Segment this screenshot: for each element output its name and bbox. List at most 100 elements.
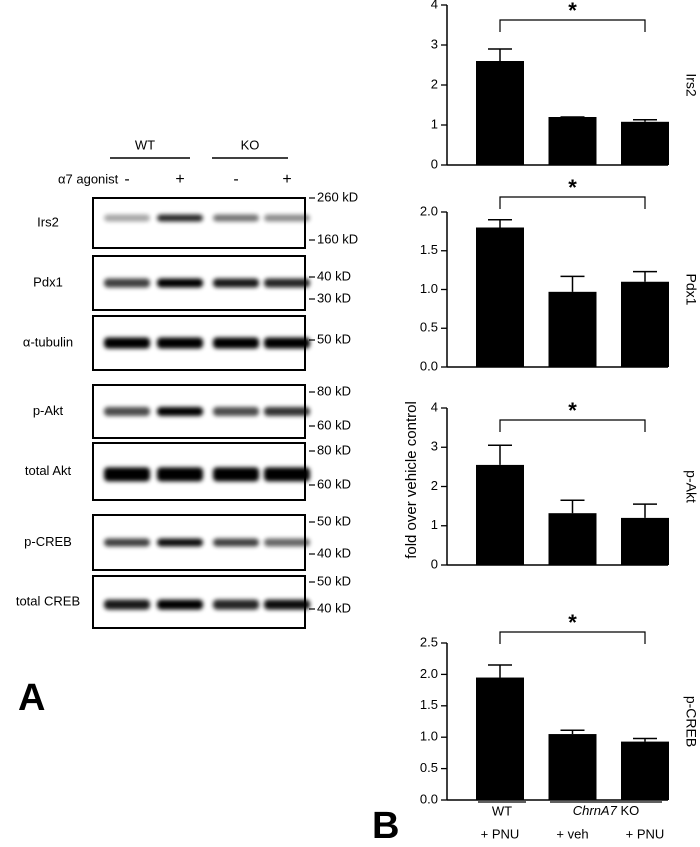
blot-band xyxy=(213,214,259,222)
bar xyxy=(476,464,524,565)
blot-band xyxy=(104,407,150,416)
y-tick-label: 1.0 xyxy=(420,729,438,744)
blot-band xyxy=(213,467,259,482)
error-bar xyxy=(488,219,512,228)
gene-name: ChrnA7 xyxy=(573,803,618,818)
series-label: p-CREB xyxy=(683,696,699,747)
y-tick-label: 2 xyxy=(431,478,438,493)
treatment-sign: + xyxy=(282,171,291,188)
blot-label: p-Akt xyxy=(33,403,64,418)
blot-band xyxy=(104,538,150,547)
blot-band xyxy=(213,337,259,349)
blot-band xyxy=(157,467,203,482)
marker-label: 80 kD xyxy=(317,442,351,457)
y-tick-label: 2.0 xyxy=(420,666,438,681)
y-tick-label: 1 xyxy=(431,517,438,532)
blot-band xyxy=(157,538,203,547)
blot-band xyxy=(213,278,259,288)
y-tick-label: 2.5 xyxy=(420,634,438,649)
blot-band xyxy=(264,278,310,288)
x-tick-label: + PNU xyxy=(481,826,520,841)
marker-label: 50 kD xyxy=(317,513,351,528)
marker-label: 60 kD xyxy=(317,417,351,432)
marker-label: 50 kD xyxy=(317,573,351,588)
y-tick-label: 0.5 xyxy=(420,760,438,775)
blot-band xyxy=(213,407,259,416)
group-label: KO xyxy=(241,137,260,152)
blot-band xyxy=(104,214,150,222)
y-tick-label: 2.0 xyxy=(420,203,438,218)
genotype-suffix: KO xyxy=(620,803,639,818)
y-tick-label: 0 xyxy=(431,156,438,171)
treatment-label: α7 agonist xyxy=(58,171,119,186)
marker-label: 40 kD xyxy=(317,545,351,560)
bar xyxy=(476,677,524,800)
error-bar xyxy=(633,270,657,282)
marker-label: 160 kD xyxy=(317,231,358,246)
error-bar xyxy=(488,444,512,465)
blot-label: α-tubulin xyxy=(23,334,73,349)
significance-bracket xyxy=(499,19,646,32)
y-tick-label: 3 xyxy=(431,36,438,51)
significance-star: * xyxy=(568,610,577,635)
bar xyxy=(621,121,669,165)
blot-band xyxy=(104,278,150,288)
blot-band xyxy=(104,467,150,482)
error-bar xyxy=(560,275,585,292)
blot-band xyxy=(264,599,310,610)
y-tick-label: 4 xyxy=(431,0,438,11)
marker-label: 60 kD xyxy=(317,476,351,491)
blot-label: p-CREB xyxy=(24,534,72,549)
error-bar xyxy=(633,119,657,122)
bar xyxy=(476,61,524,165)
y-tick-label: 1.0 xyxy=(420,281,438,296)
blot-band xyxy=(213,599,259,610)
significance-star: * xyxy=(568,0,577,23)
y-tick-label: 3 xyxy=(431,439,438,454)
series-label: Irs2 xyxy=(683,73,699,97)
blot-label: Irs2 xyxy=(37,214,59,229)
treatment-sign: + xyxy=(175,171,184,188)
error-bar xyxy=(560,499,585,514)
bar xyxy=(548,117,597,165)
significance-bracket xyxy=(499,196,646,209)
error-bar xyxy=(488,664,512,678)
panel-label: A xyxy=(18,677,45,719)
significance-bracket xyxy=(499,419,646,432)
bar xyxy=(476,227,524,367)
significance-star: * xyxy=(568,175,577,200)
marker-label: 30 kD xyxy=(317,290,351,305)
blot-band xyxy=(104,337,150,349)
y-tick-label: 0 xyxy=(431,556,438,571)
y-tick-label: 0.0 xyxy=(420,358,438,373)
marker-label: 80 kD xyxy=(317,383,351,398)
y-tick-label: 4 xyxy=(431,399,438,414)
error-bar xyxy=(633,737,657,742)
blot-band xyxy=(264,407,310,416)
significance-star: * xyxy=(568,398,577,423)
y-tick-label: 1.5 xyxy=(420,242,438,257)
bar xyxy=(621,741,669,800)
marker-label: 40 kD xyxy=(317,600,351,615)
bar xyxy=(548,734,597,800)
blot-band xyxy=(104,599,150,610)
treatment-sign: - xyxy=(124,171,129,188)
x-tick-label: + veh xyxy=(556,826,588,841)
significance-bracket xyxy=(499,631,646,644)
y-tick-label: 0.0 xyxy=(420,791,438,806)
blot-box xyxy=(92,197,306,249)
x-tick-label: + PNU xyxy=(626,826,665,841)
blot-band xyxy=(157,407,203,416)
y-tick-label: 0.5 xyxy=(420,320,438,335)
bar xyxy=(548,513,597,565)
blot-band xyxy=(157,278,203,288)
blot-band xyxy=(213,538,259,547)
blot-band xyxy=(264,538,310,547)
blot-band xyxy=(264,214,310,222)
blot-band xyxy=(264,467,310,482)
blot-label: total Akt xyxy=(25,463,72,478)
blot-band xyxy=(157,214,203,222)
bar xyxy=(621,281,669,367)
y-tick-label: 1.5 xyxy=(420,697,438,712)
